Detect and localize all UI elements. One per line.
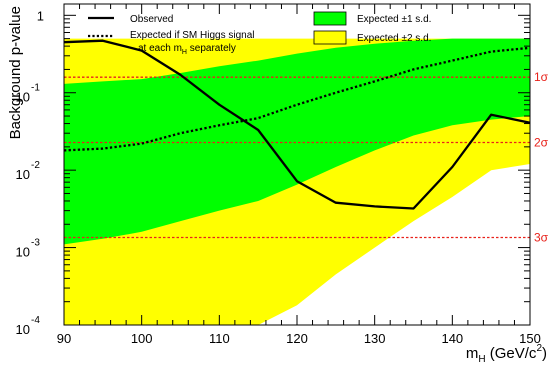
y-tick-label: 10 [16,167,30,182]
y-tick-exponent: -3 [31,238,40,249]
x-tick-label: 110 [209,331,230,346]
legend: Observed Expected if SM Higgs signal at … [88,11,431,56]
legend-1sd-label: Expected ±1 s.d. [357,14,431,25]
y-tick-label: 10 [16,90,30,105]
sigma-label-1: 1σ [534,70,549,84]
legend-observed-label: Observed [130,14,173,25]
x-tick-label: 100 [131,331,153,346]
x-axis-title-m: m [466,345,479,362]
x-axis-title-sub: H [478,354,485,365]
band-1sd [64,38,530,245]
y-tick-exponent: -2 [31,160,40,171]
x-tick-label: 90 [57,331,71,346]
legend-2sd-label: Expected ±2 s.d. [357,33,431,44]
svg-text:mH (GeV/c2): mH (GeV/c2) [466,343,547,365]
legend-2sd-swatch [313,30,347,45]
y-tick-label: 1 [37,8,44,23]
x-tick-label: 140 [441,331,463,346]
legend-1sd-swatch [313,11,347,26]
axis-ticks [63,4,531,326]
sigma-label-3: 3σ [534,230,549,244]
x-tick-label: 150 [519,331,541,346]
legend-expected-label-line2: at each mH separately [138,43,236,56]
y-tick-exponent: -1 [31,83,40,94]
y-tick-label: 10 [16,322,30,337]
x-tick-label: 130 [364,331,386,346]
legend-expected-label: Expected if SM Higgs signal [130,30,255,41]
y-axis-title: Background p-value [7,6,24,139]
x-axis-title-rest: (GeV/c [486,345,537,362]
sigma-label-2: 2σ [534,136,549,150]
x-axis-title-close: ) [542,345,547,362]
x-axis-title-sup: 2 [536,343,542,354]
y-tick-exponent: -4 [31,315,40,326]
x-axis-title: mH (GeV/c2) [466,343,547,365]
y-tick-label: 10 [16,245,30,260]
observed-line [63,39,531,210]
x-tick-label: 120 [286,331,308,346]
series-lines [63,39,531,210]
